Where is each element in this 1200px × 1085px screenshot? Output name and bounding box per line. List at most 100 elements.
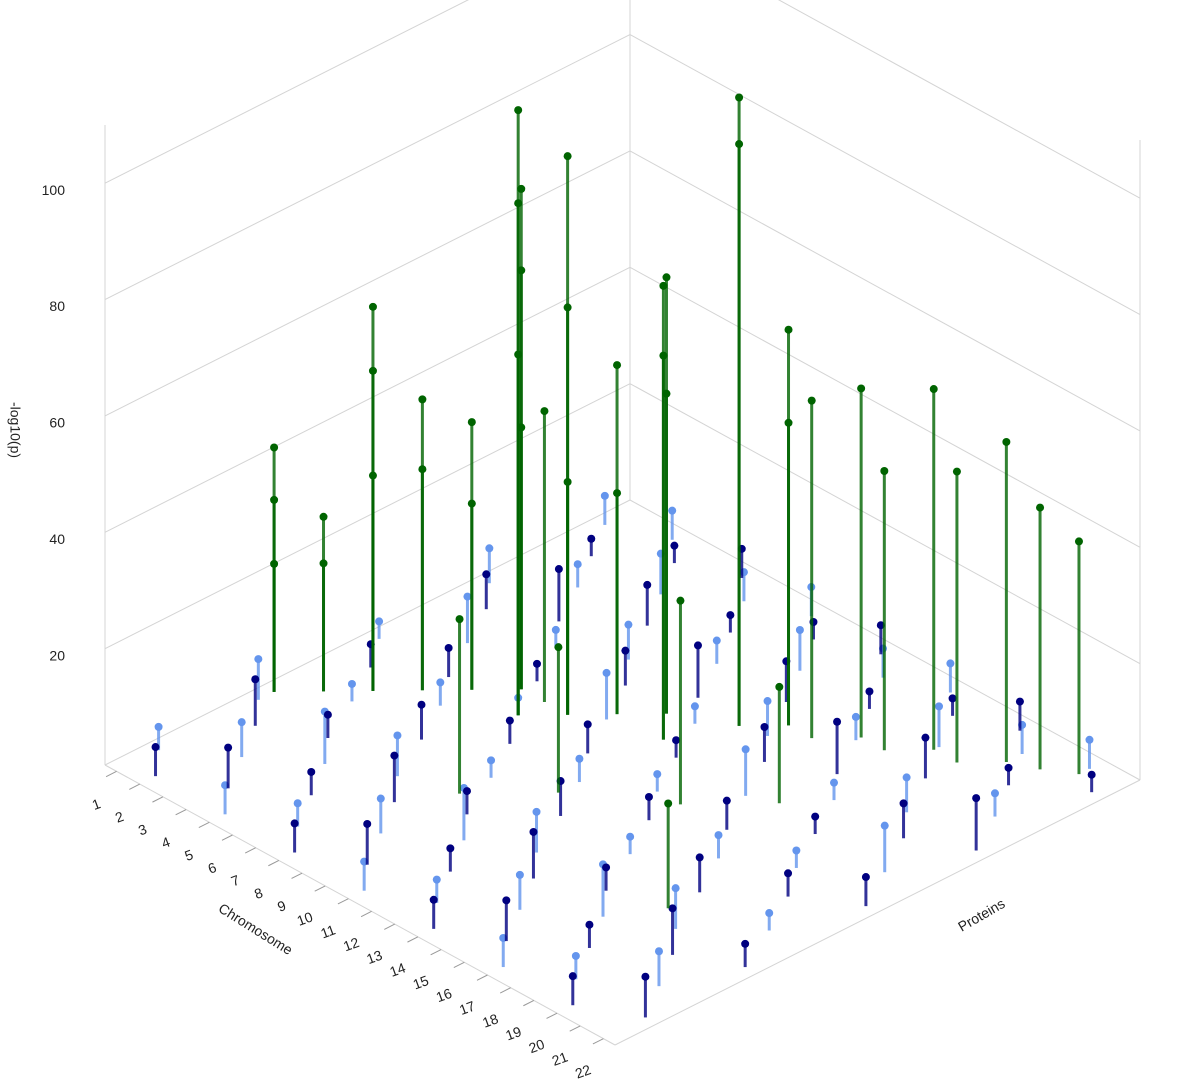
grid-line bbox=[104, 266, 1141, 548]
point bbox=[432, 875, 441, 884]
point bbox=[972, 794, 981, 803]
x-tick bbox=[546, 1012, 558, 1019]
point bbox=[695, 853, 704, 862]
point bbox=[293, 799, 302, 808]
x-tick-label: 12 bbox=[341, 934, 361, 954]
point bbox=[563, 303, 572, 312]
point bbox=[784, 418, 793, 427]
x-tick-label: 17 bbox=[457, 998, 477, 1018]
point bbox=[668, 506, 677, 515]
point bbox=[463, 592, 472, 601]
point bbox=[726, 611, 735, 620]
point bbox=[575, 754, 584, 763]
x-tick-label: 13 bbox=[364, 947, 384, 967]
point bbox=[624, 620, 633, 629]
x-tick-label: 18 bbox=[480, 1010, 500, 1030]
grid-line bbox=[104, 383, 1141, 665]
x-tick bbox=[337, 898, 349, 905]
point bbox=[429, 895, 438, 904]
point bbox=[418, 465, 427, 474]
point bbox=[1002, 437, 1011, 446]
x-tick bbox=[198, 821, 210, 829]
points-layer bbox=[151, 93, 1096, 1018]
point bbox=[587, 534, 596, 543]
point bbox=[654, 947, 663, 956]
point bbox=[485, 544, 494, 553]
point bbox=[554, 565, 563, 574]
z-tick-label: 40 bbox=[49, 531, 65, 547]
point bbox=[446, 844, 455, 853]
point bbox=[467, 418, 476, 427]
point bbox=[722, 796, 731, 805]
point bbox=[529, 827, 538, 836]
x-tick bbox=[129, 783, 140, 790]
x-tick-label: 22 bbox=[573, 1061, 593, 1081]
point bbox=[363, 819, 372, 828]
point bbox=[775, 682, 784, 691]
point bbox=[670, 541, 679, 550]
x-tick bbox=[221, 834, 233, 841]
point bbox=[899, 799, 908, 808]
point bbox=[653, 770, 662, 779]
x-tick-label: 2 bbox=[113, 808, 126, 826]
x-tick-label: 16 bbox=[434, 985, 454, 1005]
y-axis-title: Proteins bbox=[955, 895, 1007, 935]
point bbox=[514, 350, 523, 359]
point bbox=[237, 718, 246, 727]
point bbox=[602, 668, 611, 677]
x-tick-label: 15 bbox=[411, 972, 431, 992]
point bbox=[784, 325, 793, 334]
x-tick bbox=[430, 949, 442, 956]
x-tick bbox=[384, 923, 395, 930]
point bbox=[151, 743, 160, 752]
point bbox=[270, 559, 279, 568]
x-tick bbox=[407, 936, 419, 943]
point bbox=[376, 794, 385, 803]
point bbox=[554, 643, 563, 652]
point bbox=[712, 636, 721, 645]
point bbox=[270, 495, 279, 504]
point bbox=[676, 596, 685, 605]
point bbox=[254, 655, 263, 664]
point bbox=[621, 646, 630, 655]
point bbox=[514, 199, 523, 208]
point bbox=[540, 407, 549, 416]
point bbox=[952, 467, 961, 476]
point bbox=[368, 302, 377, 311]
point bbox=[664, 799, 673, 808]
point bbox=[807, 396, 816, 405]
point bbox=[1074, 537, 1083, 546]
point bbox=[662, 273, 671, 282]
x-tick bbox=[244, 847, 256, 854]
point bbox=[505, 716, 514, 725]
x-tick-label: 3 bbox=[136, 821, 149, 839]
x-tick bbox=[105, 770, 117, 778]
point bbox=[935, 702, 943, 711]
point bbox=[613, 489, 622, 498]
x-tick bbox=[569, 1025, 581, 1032]
point bbox=[290, 819, 299, 828]
point bbox=[851, 712, 860, 721]
point bbox=[390, 751, 399, 760]
point bbox=[671, 884, 680, 893]
point bbox=[946, 659, 955, 668]
point bbox=[585, 920, 594, 929]
point bbox=[154, 722, 163, 731]
point bbox=[514, 106, 523, 115]
point bbox=[735, 93, 744, 102]
point bbox=[613, 361, 622, 370]
wall-edge bbox=[104, 499, 631, 766]
point bbox=[436, 678, 445, 687]
z-tick-label: 60 bbox=[49, 415, 65, 431]
x-tick-label: 5 bbox=[182, 846, 195, 864]
grid-line bbox=[104, 33, 1141, 315]
point bbox=[563, 477, 572, 486]
point bbox=[857, 384, 866, 393]
x-tick bbox=[592, 1038, 604, 1045]
point bbox=[467, 499, 476, 508]
point bbox=[455, 615, 464, 624]
x-tick-label: 1 bbox=[90, 795, 103, 813]
point bbox=[368, 366, 377, 375]
point bbox=[714, 831, 723, 840]
point bbox=[811, 812, 820, 821]
